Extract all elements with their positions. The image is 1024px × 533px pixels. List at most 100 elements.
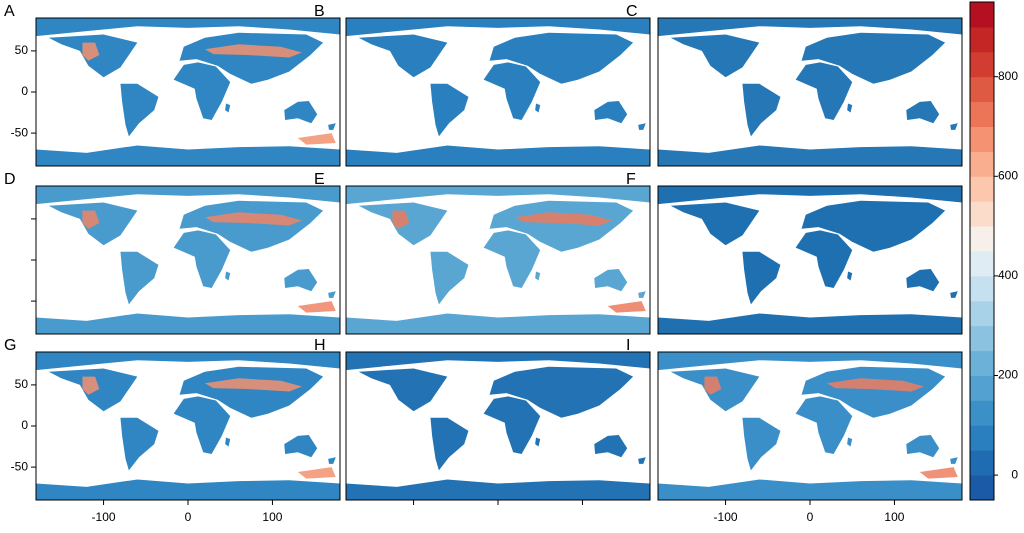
land [950, 457, 958, 464]
land [489, 200, 634, 252]
land [173, 230, 231, 288]
hotspot [704, 376, 722, 395]
land [906, 269, 940, 292]
land [36, 479, 340, 500]
hotspot [514, 212, 612, 226]
land [284, 101, 318, 124]
hotspot [297, 467, 336, 479]
land [535, 271, 541, 281]
colorbar-cell [970, 251, 994, 277]
land [594, 269, 628, 292]
colorbar-cell [970, 126, 994, 152]
land [358, 368, 448, 412]
panel-frame [345, 185, 651, 335]
map-panel: C [626, 3, 963, 167]
land [638, 291, 646, 298]
land [36, 352, 340, 371]
colorbar-cell [970, 450, 994, 476]
map-layer [346, 186, 650, 334]
map-layer [36, 352, 340, 500]
colorbar-cell [970, 425, 994, 451]
land [225, 437, 231, 447]
colorbar-frame [969, 1, 995, 501]
map-layer [346, 18, 650, 166]
land [225, 271, 231, 281]
land [173, 396, 231, 454]
y-tick-label: 0 [21, 84, 28, 98]
map-layer [36, 18, 340, 166]
land [179, 32, 324, 84]
y-tick-label: 50 [15, 377, 29, 391]
map-panel: A -50 0 50 [4, 3, 341, 167]
x-tick-label: 100 [884, 510, 904, 524]
land [535, 103, 541, 113]
hotspot [204, 378, 302, 392]
land [483, 62, 541, 120]
colorbar-cell [970, 51, 994, 78]
land [36, 313, 340, 334]
panel-letter: E [314, 171, 325, 188]
land [328, 291, 336, 298]
panel-letter: H [314, 337, 326, 354]
colorbar-tick-label: 0 [1011, 467, 1018, 481]
map-layer [658, 18, 962, 166]
land [483, 396, 541, 454]
y-tick-label: 50 [15, 43, 29, 57]
hotspot [919, 467, 958, 479]
colorbar-cell [970, 300, 994, 327]
land [120, 83, 159, 137]
map-panel: B [314, 3, 651, 167]
land [120, 417, 159, 471]
map-panel: E [314, 171, 651, 335]
map-panel: D [4, 171, 341, 335]
land [328, 457, 336, 464]
land [535, 437, 541, 447]
panel-letter: G [4, 337, 16, 354]
panel-letter: D [4, 171, 16, 188]
panel-letter: B [314, 3, 325, 20]
colorbar-cell [970, 151, 994, 177]
land [284, 435, 318, 458]
land [670, 202, 760, 246]
land [795, 62, 853, 120]
land [225, 103, 231, 113]
land [36, 18, 340, 37]
hotspot [392, 210, 410, 229]
hotspot [204, 212, 302, 226]
land [179, 200, 324, 252]
land [742, 251, 781, 305]
colorbar-cell [970, 201, 994, 227]
panel-frame [657, 185, 963, 335]
colorbar-tick-label: 600 [998, 168, 1018, 182]
colorbar-cell [970, 26, 994, 53]
hotspot [82, 42, 100, 61]
land [346, 186, 650, 205]
land [179, 366, 324, 418]
colorbar-tick-label: 400 [998, 268, 1018, 282]
land [346, 18, 650, 37]
colorbar-tick-label: 800 [998, 69, 1018, 83]
land [658, 186, 962, 205]
map-panel: H [314, 337, 651, 505]
map-layer [658, 352, 962, 500]
y-tick-label: -50 [11, 459, 29, 473]
hotspot [82, 376, 100, 395]
land [906, 435, 940, 458]
map-layer [36, 186, 340, 334]
colorbar-cell [970, 2, 994, 28]
land [638, 457, 646, 464]
panel-letter: F [626, 171, 636, 188]
map-layer [658, 186, 962, 334]
x-tick-label: 0 [185, 510, 192, 524]
land [430, 251, 469, 305]
panel-letter: A [4, 3, 15, 20]
land [670, 34, 760, 78]
land [658, 352, 962, 371]
land [638, 123, 646, 130]
land [346, 479, 650, 500]
x-tick-label: 0 [807, 510, 814, 524]
land [801, 366, 946, 418]
land [483, 230, 541, 288]
land [284, 269, 318, 292]
